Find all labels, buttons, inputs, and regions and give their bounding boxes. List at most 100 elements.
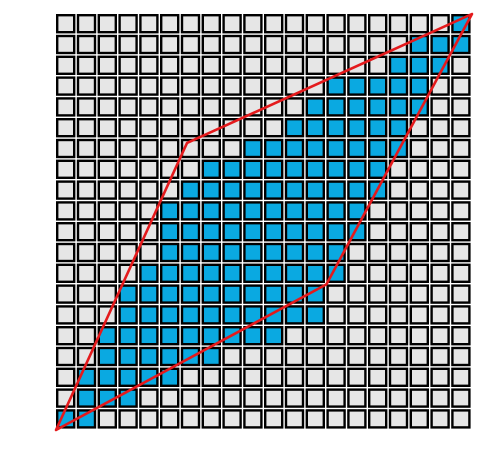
empty-cell xyxy=(409,138,429,159)
empty-cell xyxy=(326,346,346,367)
empty-cell xyxy=(76,159,97,180)
empty-cell xyxy=(451,284,471,304)
empty-cell xyxy=(409,221,429,242)
empty-cell xyxy=(284,34,305,55)
empty-cell xyxy=(139,180,159,200)
empty-cell xyxy=(368,34,388,55)
empty-cell xyxy=(56,367,76,387)
empty-cell xyxy=(264,346,284,367)
empty-cell xyxy=(430,242,450,263)
empty-cell xyxy=(326,34,346,55)
empty-cell xyxy=(201,34,222,55)
empty-cell xyxy=(222,409,242,429)
empty-cell xyxy=(284,367,305,387)
filled-cell xyxy=(180,284,201,304)
empty-cell xyxy=(409,263,429,283)
empty-cell xyxy=(409,180,429,200)
filled-cell xyxy=(201,326,222,346)
filled-cell xyxy=(284,180,305,200)
empty-cell xyxy=(284,55,305,75)
filled-cell xyxy=(305,221,325,242)
filled-cell xyxy=(368,97,388,117)
filled-cell xyxy=(222,159,242,180)
filled-cell xyxy=(243,263,263,283)
filled-cell xyxy=(201,346,222,367)
empty-cell xyxy=(409,326,429,346)
empty-cell xyxy=(430,305,450,325)
filled-cell xyxy=(201,305,222,325)
empty-cell xyxy=(139,242,159,263)
empty-cell xyxy=(56,284,76,304)
filled-cell xyxy=(243,201,263,221)
empty-cell xyxy=(451,138,471,159)
filled-cell xyxy=(264,159,284,180)
empty-cell xyxy=(347,242,367,263)
empty-cell xyxy=(118,76,138,96)
empty-cell xyxy=(347,346,367,367)
filled-cell xyxy=(180,242,201,263)
filled-cell xyxy=(388,117,409,138)
empty-cell xyxy=(451,388,471,408)
empty-cell xyxy=(409,305,429,325)
filled-cell xyxy=(118,346,138,367)
empty-cell xyxy=(222,76,242,96)
empty-cell xyxy=(180,159,201,180)
filled-cell xyxy=(305,180,325,200)
empty-cell xyxy=(451,305,471,325)
filled-cell xyxy=(347,117,367,138)
empty-cell xyxy=(56,138,76,159)
filled-cell xyxy=(201,221,222,242)
empty-cell xyxy=(76,138,97,159)
filled-cell xyxy=(368,159,388,180)
filled-cell xyxy=(305,138,325,159)
empty-cell xyxy=(243,388,263,408)
empty-cell xyxy=(305,34,325,55)
filled-cell xyxy=(243,221,263,242)
empty-cell xyxy=(243,346,263,367)
empty-cell xyxy=(97,76,118,96)
empty-cell xyxy=(368,221,388,242)
empty-cell xyxy=(56,159,76,180)
filled-cell xyxy=(201,159,222,180)
empty-cell xyxy=(139,97,159,117)
empty-cell xyxy=(118,159,138,180)
filled-cell xyxy=(222,201,242,221)
empty-cell xyxy=(430,367,450,387)
empty-cell xyxy=(97,263,118,283)
empty-cell xyxy=(409,159,429,180)
filled-cell xyxy=(326,97,346,117)
empty-cell xyxy=(243,34,263,55)
empty-cell xyxy=(180,409,201,429)
empty-cell xyxy=(243,55,263,75)
empty-cell xyxy=(118,97,138,117)
empty-cell xyxy=(76,305,97,325)
empty-cell xyxy=(409,367,429,387)
filled-cell xyxy=(326,117,346,138)
filled-cell xyxy=(326,221,346,242)
filled-cell xyxy=(264,180,284,200)
empty-cell xyxy=(97,138,118,159)
empty-cell xyxy=(409,409,429,429)
empty-cell xyxy=(388,409,409,429)
empty-cell xyxy=(451,117,471,138)
empty-cell xyxy=(97,409,118,429)
empty-cell xyxy=(388,284,409,304)
empty-cell xyxy=(159,138,180,159)
empty-cell xyxy=(76,180,97,200)
filled-cell xyxy=(409,76,429,96)
filled-cell xyxy=(305,201,325,221)
empty-cell xyxy=(388,367,409,387)
empty-cell xyxy=(430,284,450,304)
empty-cell xyxy=(409,13,429,34)
empty-cell xyxy=(430,388,450,408)
empty-cell xyxy=(347,263,367,283)
filled-cell xyxy=(264,221,284,242)
empty-cell xyxy=(56,242,76,263)
empty-cell xyxy=(451,346,471,367)
empty-cell xyxy=(56,13,76,34)
empty-cell xyxy=(388,388,409,408)
empty-cell xyxy=(139,34,159,55)
filled-cell xyxy=(284,159,305,180)
empty-cell xyxy=(180,13,201,34)
